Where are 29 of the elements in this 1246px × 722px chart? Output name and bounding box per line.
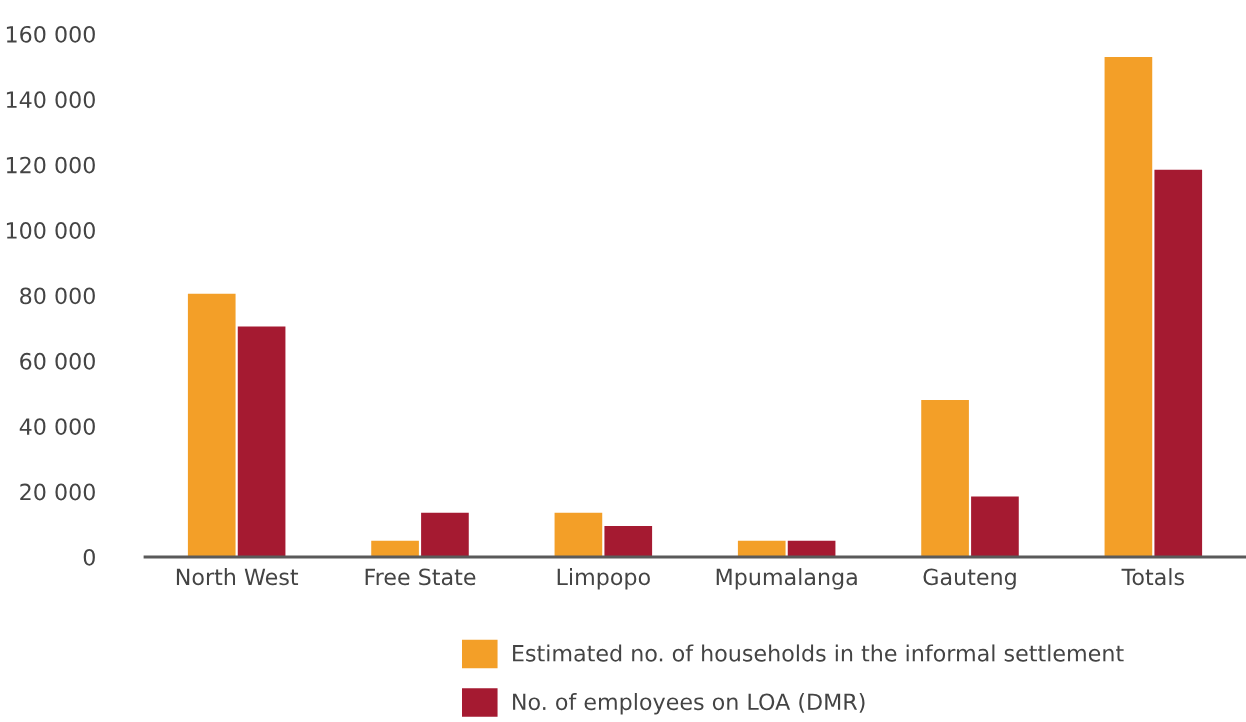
x-tick-label: Totals bbox=[1121, 568, 1184, 586]
bar bbox=[604, 525, 653, 557]
bar bbox=[971, 496, 1019, 557]
bar bbox=[787, 540, 836, 557]
x-tick-label: Limpopo bbox=[557, 568, 650, 590]
bar bbox=[237, 326, 286, 557]
y-tick-label: 60 000 bbox=[20, 352, 95, 370]
x-tick-label: Mpumalanga bbox=[716, 568, 857, 590]
y-tick-label: 0 bbox=[83, 548, 95, 566]
bar bbox=[1154, 169, 1203, 557]
bar bbox=[921, 400, 969, 557]
bar bbox=[421, 512, 469, 557]
x-tick-label: Gauteng bbox=[923, 568, 1016, 590]
y-tick-label: 120 000 bbox=[6, 156, 95, 174]
bar bbox=[187, 293, 236, 557]
bar bbox=[371, 540, 419, 557]
y-tick-label: 40 000 bbox=[19, 418, 95, 436]
y-tick-label: 20 000 bbox=[20, 483, 95, 501]
y-tick-label: 80 000 bbox=[20, 287, 95, 305]
y-tick-label: 160 000 bbox=[6, 25, 95, 43]
x-tick-label: North West bbox=[176, 568, 299, 586]
bar bbox=[554, 512, 603, 557]
bar bbox=[1104, 56, 1153, 557]
legend-label: No. of employees on LOA (DMR) bbox=[513, 692, 865, 715]
x-tick-label: Free State bbox=[365, 568, 476, 586]
y-tick-label: 140 000 bbox=[6, 91, 95, 109]
y-tick-label: 100 000 bbox=[6, 222, 95, 239]
legend-label: Estimated no. of households in the informal settlement bbox=[513, 644, 1124, 662]
bar bbox=[737, 540, 786, 557]
